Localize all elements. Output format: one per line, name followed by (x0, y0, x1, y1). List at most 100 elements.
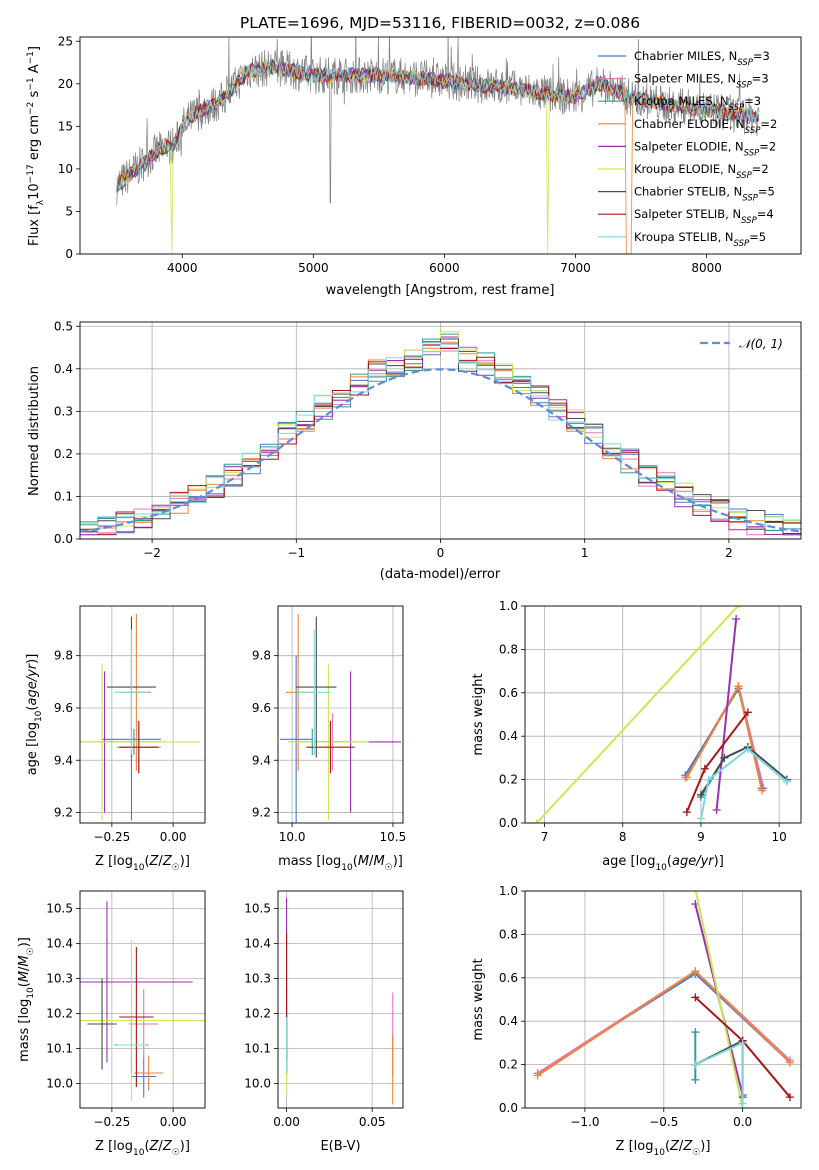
y-tick-label: 10.3 (244, 972, 271, 986)
weight-marker (682, 808, 691, 817)
weight-marker (691, 967, 700, 976)
y-tick-label: 9.8 (252, 649, 271, 663)
y-tick-label: 0.3 (54, 404, 73, 418)
weight-marker (691, 1075, 700, 1084)
axes-frame (277, 605, 404, 824)
legend-entry: Kroupa ELODIE, NSSP=2 (634, 162, 769, 181)
residuals-panel: −2 −1 0 1 2 0.0 0.1 0.2 0.3 0.4 0.5 (data-model)/er… (27, 319, 802, 582)
y-axis-label: mass [log10(M/M☉)] (17, 937, 36, 1062)
legend-entry: Chabrier STELIB, NSSP=5 (634, 185, 775, 204)
y-tick-label: 10.2 (46, 1007, 73, 1021)
x-axis-label: E(B-V) (320, 1139, 360, 1154)
x-tick-label: 10 (771, 830, 786, 844)
y-tick-label: 9.4 (252, 753, 271, 767)
weight-marker (782, 777, 791, 786)
x-axis-label: Z [log10(Z/Z☉)] (95, 1139, 190, 1158)
y-tick-label: 0.8 (499, 642, 518, 656)
y-tick-label: 20 (58, 77, 73, 91)
plot-area (116, 37, 760, 254)
y-tick-label: 9.2 (252, 806, 271, 820)
y-tick-label: 0.0 (54, 532, 73, 546)
x-tick-label: −0.5 (649, 1115, 678, 1129)
x-tick-label: 10.0 (279, 830, 306, 844)
legend-entry: Kroupa STELIB, NSSP=5 (634, 230, 766, 249)
model-spectrum-line (116, 60, 759, 191)
x-tick-label: 5000 (298, 261, 329, 275)
x-tick-label: −0.25 (93, 1115, 130, 1129)
y-tick-label: 10 (58, 162, 73, 176)
x-axis-label: mass [log10(M/M☉)] (278, 854, 403, 873)
y-tick-label: 10.0 (244, 1077, 271, 1091)
x-axis-label: wavelength [Angstrom, rest frame] (326, 283, 555, 298)
y-tick-label: 0.2 (54, 447, 73, 461)
y-tick-label: 10.1 (46, 1042, 73, 1056)
x-axis-label: age [log10(age/yr)] (602, 854, 724, 873)
weight-line (535, 606, 740, 823)
weight-marker (682, 773, 691, 782)
y-axis-label: mass weight (471, 958, 486, 1040)
weight-vs-metallicity-panel: −1.0 −0.5 0.0 0.0 0.2 0.4 0.6 0.8 1.0 Z [log10(Z/… (471, 884, 802, 1158)
figure-title: PLATE=1696, MJD=53116, FIBERID=0032, z=0… (240, 14, 640, 32)
weight-marker (757, 786, 766, 795)
y-tick-label: 0.6 (499, 686, 518, 700)
y-tick-label: 25 (58, 34, 73, 48)
y-axis-label: Normed distribution (27, 366, 42, 496)
legend: Chabrier MILES, NSSP=3 Salpeter MILES, NS… (598, 49, 777, 249)
weight-marker (700, 764, 709, 773)
weight-marker (739, 606, 741, 608)
y-axis-label: mass weight (471, 673, 486, 755)
y-tick-label: 9.2 (54, 806, 73, 820)
axes-frame (524, 890, 802, 1109)
x-tick-label: −0.25 (93, 830, 130, 844)
axes-frame (79, 321, 802, 540)
weight-marker (691, 1060, 700, 1069)
x-tick-label: 0.0 (733, 1115, 752, 1129)
y-tick-label: 9.8 (54, 649, 73, 663)
weight-marker (734, 682, 743, 691)
y-tick-label: 10.2 (244, 1007, 271, 1021)
data-point (296, 616, 337, 758)
x-tick-label: 7 (541, 830, 549, 844)
y-tick-label: 1.0 (499, 599, 518, 613)
y-tick-label: 0.2 (499, 1058, 518, 1072)
y-tick-label: 10.5 (46, 902, 73, 916)
x-tick-label: 4000 (167, 261, 198, 275)
weight-vs-age-panel: 7 8 9 10 0.0 0.2 0.4 0.6 0.8 1.0 age [log10(age/yr… (471, 599, 802, 873)
plot-area (280, 613, 401, 823)
data-point (298, 629, 331, 756)
data-point (114, 629, 149, 756)
x-axis-label: (data-model)/error (380, 567, 501, 582)
weight-line (699, 747, 788, 819)
data-point (288, 663, 369, 821)
data-point (280, 655, 313, 823)
y-tick-label: 10.0 (46, 1077, 73, 1091)
age-vs-mass-panel: 10.0 10.5 9.2 9.4 9.6 9.8 mass [log10(M/M☉)] (252, 605, 407, 873)
y-tick-label: 0.2 (499, 773, 518, 787)
x-tick-label: −1 (287, 546, 305, 560)
mass-vs-metallicity-panel: −0.25 0.00 10.0 10.1 10.2 10.3 10.4 10.5 Z [log1… (17, 890, 206, 1158)
gaussian-reference-line (80, 368, 801, 533)
axes-frame (79, 890, 206, 1109)
y-tick-label: 10.3 (46, 972, 73, 986)
x-tick-label: 9 (697, 830, 705, 844)
axes-frame (277, 890, 404, 1109)
x-tick-label: 0.00 (273, 1115, 300, 1129)
plot-area (80, 613, 201, 821)
y-tick-label: 1.0 (499, 884, 518, 898)
x-tick-label: −1.0 (570, 1115, 599, 1129)
weight-line (694, 891, 744, 1108)
data-point (119, 947, 154, 1087)
x-tick-label: 10.5 (380, 830, 407, 844)
y-tick-label: 0.6 (499, 971, 518, 985)
weight-marker (694, 891, 696, 893)
plot-area (80, 331, 801, 536)
x-tick-label: 6000 (429, 261, 460, 275)
y-tick-label: 0.0 (499, 816, 518, 830)
residual-histogram (80, 342, 801, 534)
weight-marker (743, 708, 752, 717)
axes-frame (79, 605, 206, 824)
weight-marker (720, 753, 729, 762)
weight-marker (785, 1093, 794, 1102)
legend-entry: Salpeter ELODIE, NSSP=2 (634, 139, 776, 158)
